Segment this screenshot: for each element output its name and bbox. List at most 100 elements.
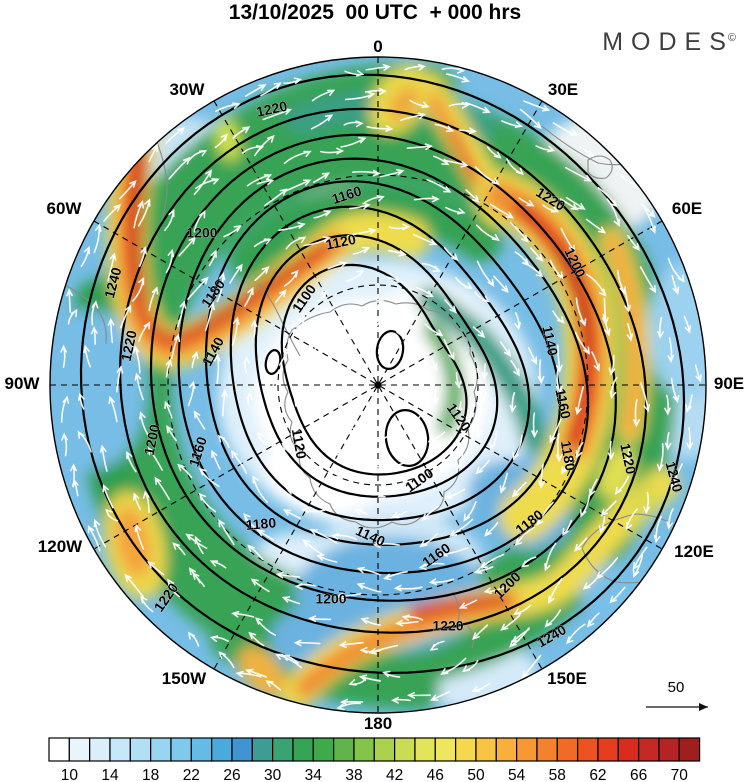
- wind-arrow: [134, 372, 144, 401]
- colorbar-tick-label: 34: [305, 767, 323, 782]
- contour-label: 1120: [289, 427, 310, 460]
- wind-arrow: [216, 272, 226, 303]
- height-contour-1220: [118, 107, 648, 634]
- longitude-label: 60E: [672, 199, 702, 218]
- wind-arrow: [324, 318, 338, 326]
- colorbar-tick-label: 50: [467, 767, 485, 782]
- height-contour-1100: [280, 263, 468, 476]
- wind-arrow: [670, 377, 680, 404]
- wind-arrow: [512, 434, 523, 461]
- wind-arrow: [427, 431, 446, 443]
- wind-arrow: [462, 659, 479, 673]
- wind-arrow: [209, 635, 229, 642]
- wind-arrow: [465, 189, 480, 203]
- longitude-label: 30W: [170, 80, 206, 99]
- wind-arrow: [656, 443, 664, 472]
- wind-arrow: [509, 221, 529, 243]
- wind-arrow: [446, 73, 470, 83]
- contour-label: 1180: [558, 439, 579, 472]
- wind-speed-shading: [50, 63, 706, 710]
- wind-arrow: [586, 273, 607, 297]
- wind-arrow: [133, 200, 144, 229]
- colorbar-cell: [455, 737, 477, 762]
- wind-arrow: [339, 698, 364, 706]
- wind-arrow: [165, 127, 185, 144]
- colorbar-cell: [272, 737, 294, 762]
- wind-arrow: [465, 101, 491, 114]
- contour-label: 1220: [255, 98, 289, 120]
- wind-arrow: [560, 198, 579, 211]
- wind-arrow: [419, 533, 438, 548]
- wind-arrow: [253, 238, 273, 248]
- wind-arrow: [140, 595, 154, 613]
- wind-arrow: [198, 492, 217, 513]
- wind-arrow: [187, 276, 209, 300]
- wind-arrow: [367, 434, 390, 446]
- wind-arrow: [633, 398, 640, 428]
- wind-arrow: [309, 340, 321, 356]
- wind-arrow: [102, 483, 114, 509]
- wind-arrow: [359, 646, 382, 654]
- colorbar-cell: [617, 737, 640, 762]
- wind-arrow: [223, 225, 242, 238]
- wind-arrow: [278, 346, 291, 366]
- wind-arrow: [458, 127, 477, 135]
- wind-arrow: [393, 584, 423, 592]
- wind-arrow: [391, 510, 407, 519]
- wind-arrow: [555, 344, 563, 373]
- wind-arrow: [346, 227, 377, 237]
- colorbar-tick-label: 14: [101, 767, 119, 782]
- wind-arrow: [606, 198, 620, 227]
- wind-arrow: [165, 358, 173, 378]
- wind-arrow: [178, 236, 197, 257]
- wind-arrow: [500, 614, 521, 631]
- wind-arrow: [335, 452, 356, 459]
- wind-arrow: [585, 218, 607, 234]
- pole-marker: [374, 381, 382, 389]
- wind-arrow: [406, 691, 431, 699]
- longitude-label: 30E: [548, 80, 578, 99]
- wind-arrow: [489, 430, 498, 451]
- wind-arrow: [313, 172, 331, 183]
- wind-arrow: [506, 158, 524, 176]
- colorbar-cell: [556, 737, 579, 762]
- wind-arrow: [177, 463, 193, 479]
- wind-arrow: [441, 67, 466, 74]
- wind-arrow: [191, 350, 199, 369]
- wind-arrow: [218, 519, 235, 546]
- colorbar: 10 14 18 22 26 30 34 38 42 46 50 54 58 62 66 70: [48, 737, 701, 782]
- wind-arrow: [586, 612, 600, 628]
- wind-arrow: [243, 513, 259, 530]
- colorbar-tick-label: 18: [142, 767, 159, 782]
- wind-arrow: [185, 533, 208, 549]
- wind-arrow: [521, 654, 542, 679]
- wind-arrow: [80, 245, 91, 268]
- colorbar-tick-label: 26: [223, 767, 240, 782]
- wind-arrow: [379, 168, 405, 178]
- wind-arrow: [624, 289, 632, 313]
- height-contour-1180: [177, 157, 590, 575]
- wind-arrow: [377, 487, 398, 498]
- wind-arrow: [477, 391, 487, 415]
- contour-label: 1180: [245, 514, 277, 533]
- wind-arrow: [664, 432, 672, 451]
- wind-arrow: [579, 146, 594, 158]
- wind-arrow: [561, 456, 573, 475]
- wind-arrow: [361, 319, 383, 332]
- wind-arrow: [463, 501, 477, 522]
- wind-arrow: [575, 442, 584, 459]
- colorbar-cell: [495, 737, 518, 762]
- wind-arrow: [483, 587, 505, 594]
- height-contour-1240: [79, 73, 686, 675]
- colorbar-cell: [48, 737, 70, 762]
- wind-arrow: [346, 269, 365, 282]
- wind-arrow: [639, 266, 657, 294]
- longitude-label: 180: [364, 714, 392, 733]
- colorbar-cell: [394, 737, 416, 762]
- wind-arrow: [107, 317, 115, 344]
- wind-arrow: [510, 360, 520, 377]
- wind-arrow: [424, 323, 444, 337]
- wind-arrow: [254, 265, 270, 282]
- wind-arrow: [285, 488, 302, 497]
- wind-arrow: [188, 567, 201, 584]
